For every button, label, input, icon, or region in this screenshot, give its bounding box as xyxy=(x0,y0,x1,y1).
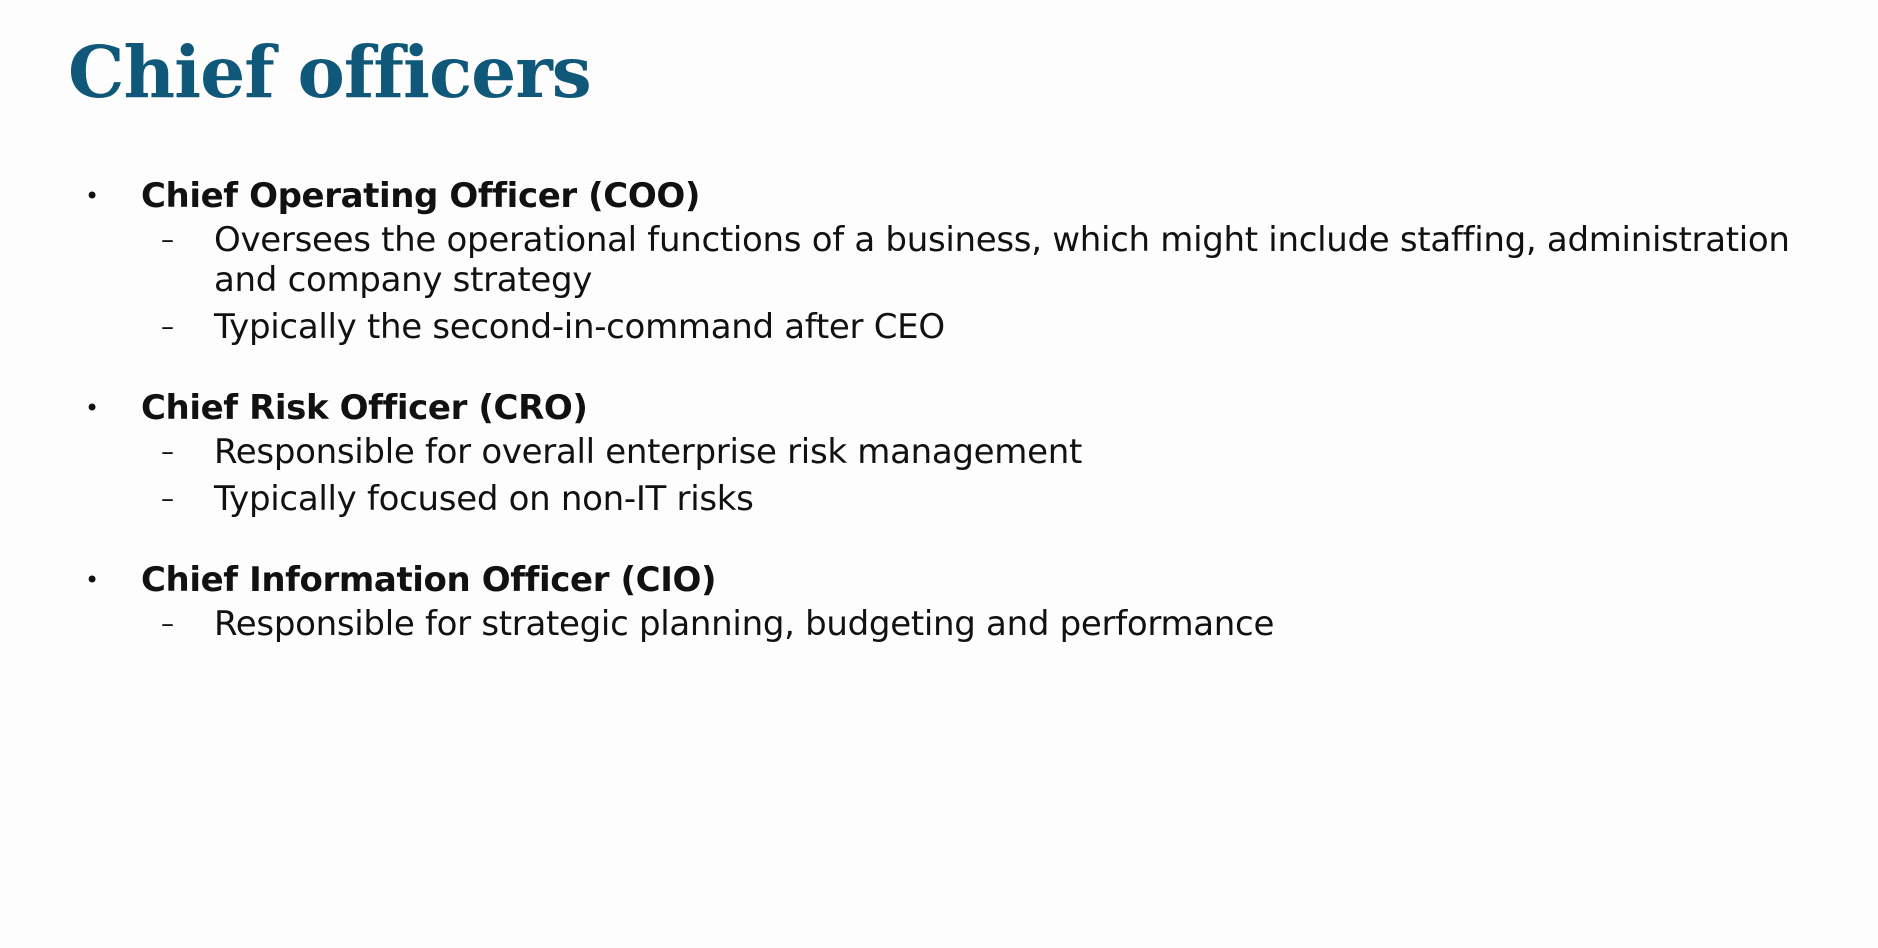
dash-icon: – xyxy=(161,484,174,514)
officer-heading: • Chief Operating Officer (COO) xyxy=(0,172,1878,220)
officer-points: – Responsible for overall enterprise ris… xyxy=(0,432,1878,519)
bullet-icon: • xyxy=(85,566,100,594)
point-text: Oversees the operational functions of a … xyxy=(214,220,1790,300)
officer-point: – Typically the second-in-command after … xyxy=(0,307,1878,347)
officer-points: – Oversees the operational functions of … xyxy=(0,220,1878,347)
officer-heading: • Chief Risk Officer (CRO) xyxy=(0,384,1878,432)
point-text: Typically focused on non-IT risks xyxy=(214,479,754,519)
officer-name: Chief Operating Officer (COO) xyxy=(141,176,700,216)
dash-icon: – xyxy=(161,609,174,639)
point-text: Responsible for overall enterprise risk … xyxy=(214,432,1083,472)
officer-point: – Typically focused on non-IT risks xyxy=(0,479,1878,519)
point-text: Responsible for strategic planning, budg… xyxy=(214,604,1275,644)
officer-item: • Chief Risk Officer (CRO) – Responsible… xyxy=(0,384,1878,519)
bullet-icon: • xyxy=(85,182,100,210)
officer-point: – Responsible for strategic planning, bu… xyxy=(0,604,1878,644)
officer-heading: • Chief Information Officer (CIO) xyxy=(0,556,1878,604)
officer-name: Chief Risk Officer (CRO) xyxy=(141,388,588,428)
point-text: Typically the second-in-command after CE… xyxy=(214,307,945,347)
slide-title: Chief officers xyxy=(68,30,592,114)
officer-list: • Chief Operating Officer (COO) – Overse… xyxy=(0,172,1878,681)
dash-icon: – xyxy=(161,225,174,255)
dash-icon: – xyxy=(161,437,174,467)
bullet-icon: • xyxy=(85,394,100,422)
officer-item: • Chief Operating Officer (COO) – Overse… xyxy=(0,172,1878,347)
officer-name: Chief Information Officer (CIO) xyxy=(141,560,717,600)
officer-points: – Responsible for strategic planning, bu… xyxy=(0,604,1878,644)
officer-item: • Chief Information Officer (CIO) – Resp… xyxy=(0,556,1878,644)
dash-icon: – xyxy=(161,312,174,342)
officer-point: – Responsible for overall enterprise ris… xyxy=(0,432,1878,472)
officer-point: – Oversees the operational functions of … xyxy=(0,220,1878,300)
